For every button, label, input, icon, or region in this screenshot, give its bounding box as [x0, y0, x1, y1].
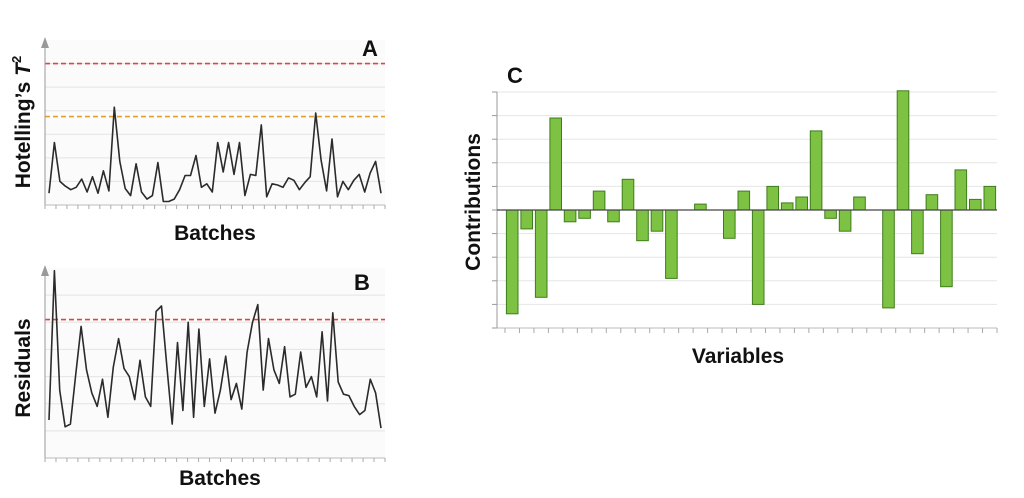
chart-b-y-axis-arrow-icon: [41, 265, 49, 276]
bar: [838, 209, 852, 232]
bar: [665, 209, 678, 279]
bar: [520, 209, 534, 230]
bar: [737, 190, 751, 211]
bar: [505, 209, 519, 315]
bar: [824, 209, 837, 219]
chart-c-y-ticks: [492, 91, 497, 329]
chart-b-y-axis-label: Residuals: [12, 318, 35, 417]
chart-a-y-axis-label-superscript: 2: [9, 56, 24, 63]
bar: [766, 185, 780, 211]
bar: [882, 209, 895, 309]
chart-a-y-axis-label-italic: T: [12, 61, 35, 76]
chart-c: C Variables Contributions: [462, 63, 998, 368]
bar: [925, 194, 939, 211]
chart-a-y-axis-arrow-icon: [41, 37, 49, 48]
bar: [723, 209, 736, 239]
bar: [650, 209, 664, 232]
chart-b-gridlines: [45, 294, 385, 432]
chart-a-y-axis-label-main: Hotelling’s: [12, 76, 35, 188]
bar: [809, 130, 823, 211]
chart-a-panel-label: A: [362, 36, 378, 61]
chart-c-y-axis-label: Contributions: [462, 133, 485, 271]
chart-a-x-ticks: [44, 205, 386, 209]
bar: [795, 196, 809, 211]
chart-c-x-ticks: [504, 328, 998, 333]
chart-b-panel-label: B: [354, 270, 370, 295]
bar: [607, 209, 620, 223]
chart-a-plot-background: [45, 40, 385, 205]
bar: [896, 90, 910, 211]
bar: [853, 196, 866, 211]
bar: [534, 209, 548, 298]
chart-a-y-axis-label: Hotelling’s T2: [9, 56, 35, 188]
chart-c-panel-label: C: [507, 63, 523, 88]
chart-b-x-ticks: [44, 458, 386, 462]
bar: [549, 117, 563, 211]
bar: [636, 209, 649, 242]
chart-a: A Batches Hotelling’s T2: [9, 36, 386, 245]
bar: [780, 202, 794, 211]
chart-a-series-line: [48, 106, 382, 203]
bar: [578, 209, 591, 219]
bar: [621, 178, 635, 211]
chart-a-threshold-lines: [45, 62, 385, 118]
bar: [751, 209, 765, 305]
chart-c-x-axis-label: Variables: [692, 345, 784, 368]
chart-b-x-axis-label: Batches: [179, 467, 261, 490]
bar: [983, 185, 997, 211]
chart-b-plot-background: [45, 268, 385, 458]
bar: [969, 198, 982, 211]
chart-b: B Batches Residuals: [12, 265, 386, 490]
bar: [954, 169, 968, 211]
bar: [592, 190, 606, 211]
chart-b-series-line: [48, 269, 382, 429]
bar: [940, 209, 953, 288]
bar: [694, 203, 707, 211]
bar: [563, 209, 577, 223]
bar: [911, 209, 924, 255]
chart-a-x-axis-label: Batches: [174, 222, 256, 245]
